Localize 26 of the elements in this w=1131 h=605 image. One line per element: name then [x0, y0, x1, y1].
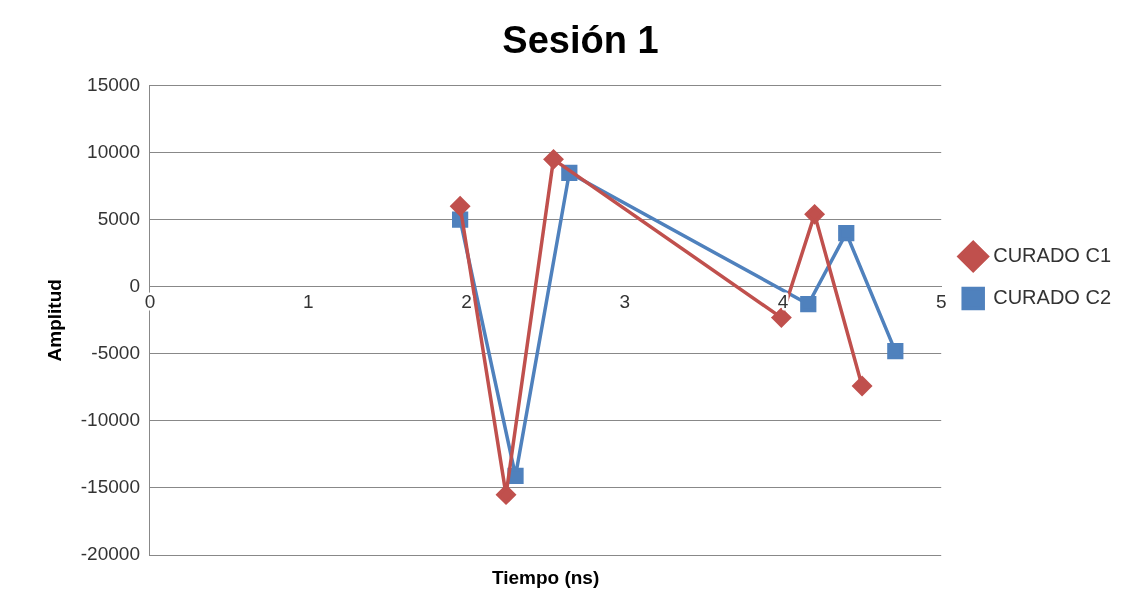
y-tick-label: 0	[129, 275, 140, 297]
legend-label: CURADO C2	[993, 286, 1111, 309]
x-tick-label: 2	[461, 290, 472, 312]
x-axis-title: Tiempo (ns)	[491, 566, 600, 588]
y-tick-label: -5000	[91, 342, 140, 364]
point	[771, 307, 792, 328]
point	[496, 484, 516, 505]
point	[852, 376, 872, 396]
point	[838, 225, 855, 242]
point	[543, 149, 564, 170]
point	[450, 196, 470, 217]
point	[800, 296, 817, 313]
point	[887, 343, 904, 360]
y-tick-label: -10000	[80, 409, 140, 431]
x-tick-label: 1	[302, 290, 314, 312]
y-axis-title: Amplitud	[43, 279, 65, 362]
legend-label: CURADO C1	[993, 244, 1111, 267]
y-tick-label: -20000	[80, 543, 140, 565]
chart-title: Sesión 1	[502, 19, 659, 62]
y-tick-label: -15000	[80, 476, 140, 498]
x-tick-label: 5	[935, 290, 947, 312]
x-tick-label: 3	[619, 290, 630, 312]
point	[804, 204, 825, 225]
y-tick-label: 15000	[87, 73, 140, 95]
y-tick-label: 5000	[97, 207, 140, 229]
y-tick-label: 10000	[87, 140, 140, 162]
